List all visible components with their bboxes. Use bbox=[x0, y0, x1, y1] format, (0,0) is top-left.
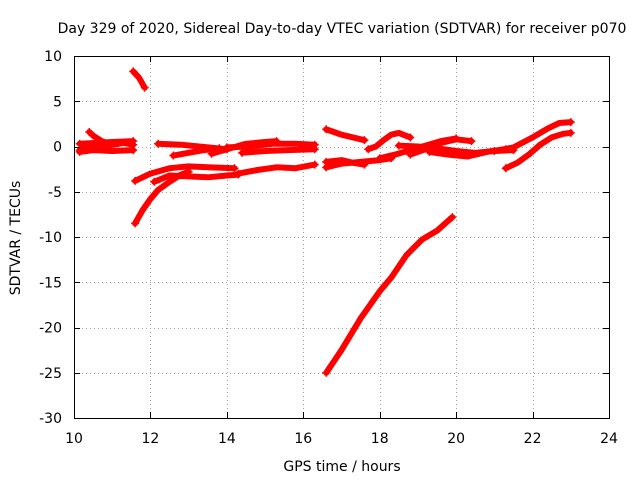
series-arc-07 bbox=[132, 163, 238, 184]
series-arc-03 bbox=[76, 147, 137, 155]
data-point-marker bbox=[322, 368, 331, 377]
grid-lines bbox=[74, 56, 609, 418]
data-point-marker bbox=[131, 176, 140, 185]
data-point-marker bbox=[150, 177, 159, 186]
data-point-marker bbox=[75, 139, 84, 148]
data-point-marker bbox=[222, 143, 231, 152]
data-point-marker bbox=[566, 118, 575, 127]
series-arc-14 bbox=[239, 146, 318, 156]
data-point-marker bbox=[207, 149, 216, 158]
data-point-marker bbox=[425, 147, 434, 156]
data-point-marker bbox=[129, 67, 138, 76]
data-point-marker bbox=[490, 147, 499, 156]
y-tick-label: -30 bbox=[39, 411, 62, 427]
y-tick-label: -15 bbox=[39, 275, 62, 291]
data-point-marker bbox=[234, 169, 243, 178]
y-tick-label: -10 bbox=[39, 230, 62, 246]
data-point-marker bbox=[322, 163, 331, 172]
data-point-marker bbox=[394, 141, 403, 150]
x-tick-label: 16 bbox=[294, 431, 312, 447]
series-arc-13 bbox=[223, 140, 318, 151]
data-point-marker bbox=[467, 137, 476, 146]
x-tick-label: 24 bbox=[600, 431, 618, 447]
data-point-marker bbox=[406, 150, 415, 159]
data-point-marker bbox=[85, 128, 94, 137]
chart-title: Day 329 of 2020, Sidereal Day-to-day VTE… bbox=[58, 21, 627, 37]
series-arc-24 bbox=[502, 129, 574, 172]
y-tick-label: 0 bbox=[53, 140, 62, 156]
series-arc-25 bbox=[323, 214, 456, 376]
data-point-marker bbox=[75, 147, 84, 156]
y-tick-label: 5 bbox=[53, 94, 62, 110]
series-arc-23 bbox=[491, 119, 574, 154]
axis-ticks: 10 12 14 16 18 20 22 24 10 5 0 -5 -10 -15 -20 -25 -30 bbox=[39, 49, 618, 447]
x-tick-label: 12 bbox=[142, 431, 160, 447]
data-point-marker bbox=[131, 219, 140, 228]
data-point-marker bbox=[169, 151, 178, 160]
series-arc-18 bbox=[365, 129, 414, 153]
data-traces bbox=[75, 67, 575, 377]
y-tick-label: -20 bbox=[39, 321, 62, 337]
y-tick-label: -25 bbox=[39, 366, 62, 382]
data-point-marker bbox=[310, 160, 319, 169]
data-point-marker bbox=[129, 146, 138, 155]
series-arc-11 bbox=[170, 145, 223, 159]
series-arc-04 bbox=[86, 129, 108, 146]
data-point-marker bbox=[406, 133, 415, 142]
y-tick-label: -5 bbox=[48, 185, 62, 201]
series-arc-05 bbox=[130, 68, 148, 91]
x-tick-label: 22 bbox=[524, 431, 542, 447]
data-point-marker bbox=[310, 145, 319, 154]
data-point-marker bbox=[100, 138, 109, 147]
y-tick-label: 10 bbox=[44, 49, 62, 65]
series-arc-09 bbox=[235, 161, 318, 177]
data-point-marker bbox=[501, 164, 510, 173]
x-tick-label: 18 bbox=[371, 431, 389, 447]
data-point-marker bbox=[360, 136, 369, 145]
data-point-marker bbox=[364, 145, 373, 154]
data-point-marker bbox=[238, 148, 247, 157]
data-point-marker bbox=[566, 128, 575, 137]
data-point-marker bbox=[154, 139, 163, 148]
series-arc-15 bbox=[323, 126, 368, 144]
x-axis-label: GPS time / hours bbox=[283, 459, 400, 475]
y-axis-label: SDTVAR / TECUs bbox=[8, 181, 24, 296]
data-point-marker bbox=[230, 164, 239, 173]
x-tick-label: 10 bbox=[65, 431, 83, 447]
data-point-marker bbox=[322, 125, 331, 134]
x-tick-label: 14 bbox=[218, 431, 236, 447]
data-point-marker bbox=[448, 213, 457, 222]
x-tick-label: 20 bbox=[447, 431, 465, 447]
data-point-marker bbox=[140, 83, 149, 92]
data-point-marker bbox=[375, 154, 384, 163]
data-point-marker bbox=[129, 137, 138, 146]
series-arc-08 bbox=[151, 171, 242, 185]
series-arc-21 bbox=[407, 136, 475, 158]
